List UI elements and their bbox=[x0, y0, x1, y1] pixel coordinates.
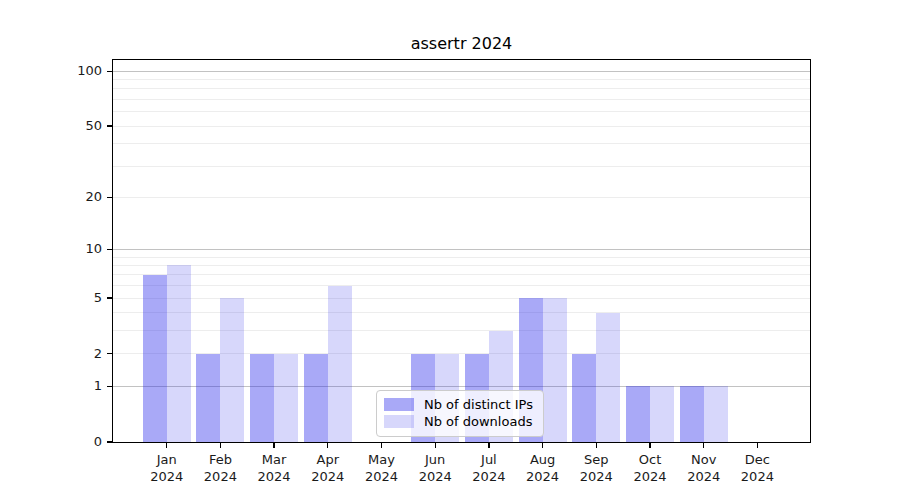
bar-jan-distinct-ips bbox=[143, 275, 167, 442]
x-tick-sep bbox=[596, 443, 597, 448]
x-tick-jun bbox=[435, 443, 436, 448]
bar-sep-downloads bbox=[596, 313, 620, 442]
x-tick-jul bbox=[488, 443, 489, 448]
y-tick-label-20: 20 bbox=[0, 189, 102, 204]
bar-apr-downloads bbox=[328, 286, 352, 442]
bar-nov-distinct-ips bbox=[680, 386, 704, 442]
x-tick-dec bbox=[757, 443, 758, 448]
bar-mar-distinct-ips bbox=[250, 354, 274, 442]
legend-label-downloads: Nb of downloads bbox=[424, 414, 532, 429]
y-tick-label-10: 10 bbox=[0, 241, 102, 256]
y-tick-10 bbox=[107, 249, 112, 250]
y-tick-20 bbox=[107, 197, 112, 198]
legend: Nb of distinct IPs Nb of downloads bbox=[376, 390, 544, 437]
x-tick-aug bbox=[542, 443, 543, 448]
bar-feb-downloads bbox=[220, 298, 244, 442]
x-tick-label-dec: Dec2024 bbox=[725, 451, 789, 485]
y-tick-50 bbox=[107, 125, 112, 126]
x-tick-jan bbox=[166, 443, 167, 448]
legend-item-distinct-ips: Nb of distinct IPs bbox=[384, 396, 535, 413]
y-tick-label-100: 100 bbox=[0, 63, 102, 78]
bar-aug-downloads bbox=[543, 298, 567, 442]
bar-oct-downloads bbox=[650, 386, 674, 442]
x-tick-nov bbox=[703, 443, 704, 448]
bar-jan-downloads bbox=[167, 265, 191, 442]
plot-area: Nb of distinct IPs Nb of downloads bbox=[113, 60, 810, 442]
y-tick-label-2: 2 bbox=[0, 346, 102, 361]
y-tick-5 bbox=[107, 297, 112, 298]
y-tick-100 bbox=[107, 71, 112, 72]
legend-swatch-distinct-ips bbox=[384, 398, 414, 411]
x-tick-mar bbox=[273, 443, 274, 448]
y-tick-0 bbox=[107, 441, 112, 442]
chart-figure: assertr 2024 Nb of distinct IPs Nb of do… bbox=[0, 0, 900, 500]
bar-mar-downloads bbox=[274, 354, 298, 442]
x-tick-feb bbox=[220, 443, 221, 448]
bar-oct-distinct-ips bbox=[626, 386, 650, 442]
x-tick-apr bbox=[327, 443, 328, 448]
y-tick-label-1: 1 bbox=[0, 378, 102, 393]
bar-feb-distinct-ips bbox=[196, 354, 220, 442]
legend-label-distinct-ips: Nb of distinct IPs bbox=[424, 397, 533, 412]
y-tick-label-0: 0 bbox=[0, 434, 102, 449]
bar-nov-downloads bbox=[704, 386, 728, 442]
bar-sep-distinct-ips bbox=[572, 354, 596, 442]
legend-item-downloads: Nb of downloads bbox=[384, 413, 535, 430]
bar-apr-distinct-ips bbox=[304, 354, 328, 442]
x-tick-may bbox=[381, 443, 382, 448]
y-tick-label-50: 50 bbox=[0, 118, 102, 133]
y-tick-label-5: 5 bbox=[0, 290, 102, 305]
y-tick-1 bbox=[107, 386, 112, 387]
y-tick-2 bbox=[107, 353, 112, 354]
legend-swatch-downloads bbox=[384, 415, 414, 428]
x-tick-oct bbox=[649, 443, 650, 448]
chart-title: assertr 2024 bbox=[113, 34, 810, 53]
bars-layer bbox=[113, 60, 810, 442]
